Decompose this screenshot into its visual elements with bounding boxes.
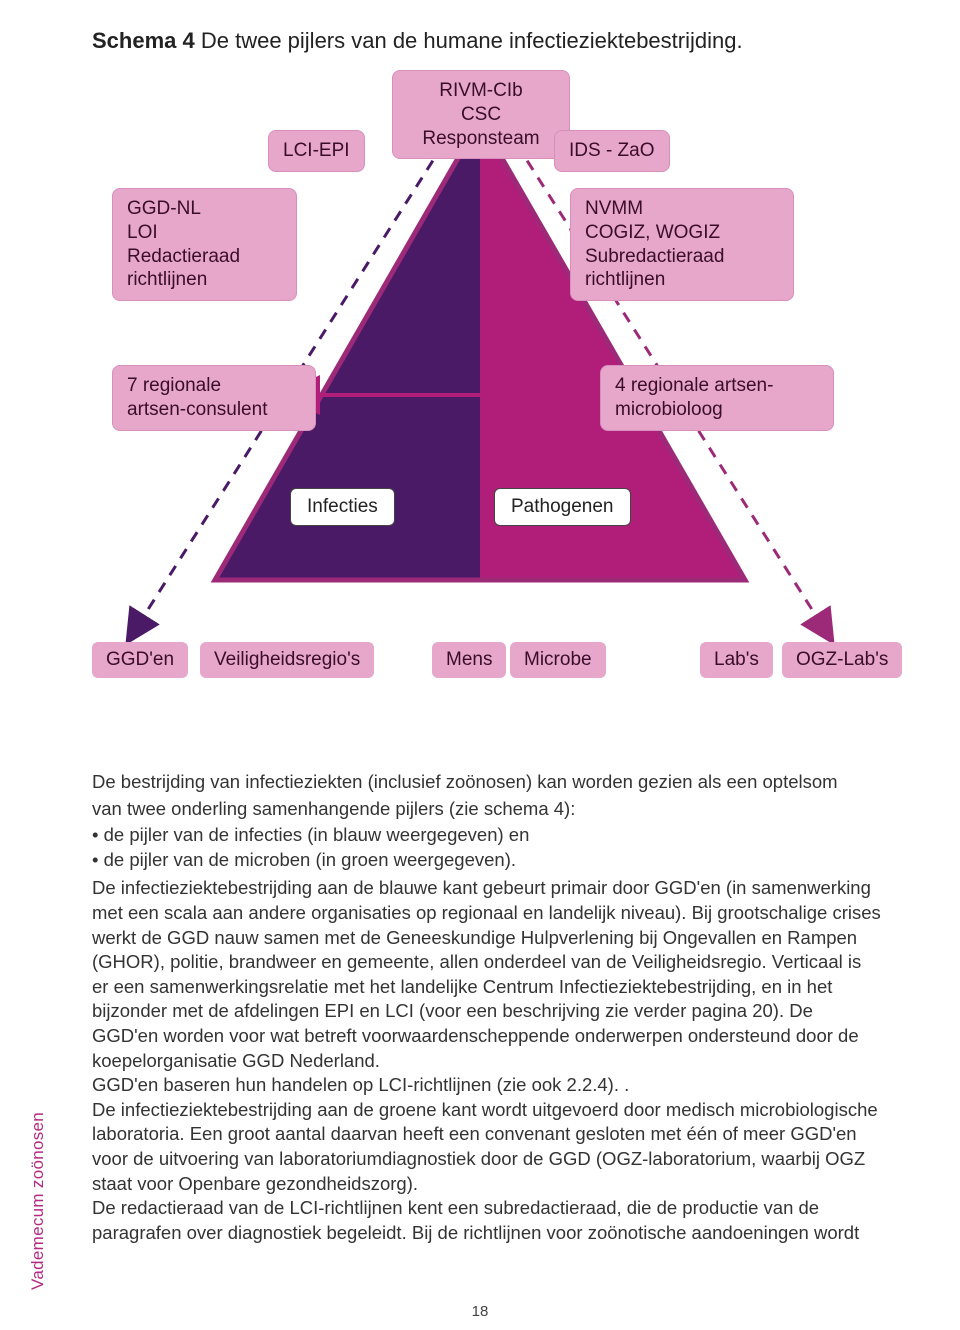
box-ids-zao: IDS - ZaO — [554, 130, 670, 172]
intro-line-2: van twee onderling samenhangende pijlers… — [92, 797, 882, 822]
box-7-regionale: 7 regionale artsen-consulent — [112, 365, 316, 431]
box-nvmm: NVMM COGIZ, WOGIZ Subredactieraad richtl… — [570, 188, 794, 301]
box-pathogenen: Pathogenen — [494, 488, 631, 526]
box-infecties: Infecties — [290, 488, 395, 526]
bullet-2: de pijler van de microben (in groen weer… — [92, 848, 882, 873]
row-microbe: Microbe — [510, 642, 606, 678]
body-text: De bestrijding van infectieziekten (incl… — [92, 770, 882, 1245]
schema-title: Schema 4 De twee pijlers van de humane i… — [92, 28, 743, 54]
row-mens: Mens — [432, 642, 506, 678]
row-labs: Lab's — [700, 642, 773, 678]
page-number: 18 — [0, 1303, 960, 1320]
box-4-regionale: 4 regionale artsen- microbioloog — [600, 365, 834, 431]
schema-subtitle: De twee pijlers van de humane infectiezi… — [195, 28, 743, 53]
bullet-1: de pijler van de infecties (in blauw wee… — [92, 823, 882, 848]
bullet-list: de pijler van de infecties (in blauw wee… — [92, 823, 882, 872]
side-running-title: Vademecum zoönosen — [28, 1112, 48, 1290]
body-para: De infectieziektebestrijding aan de blau… — [92, 876, 882, 1245]
box-lci-epi: LCI-EPI — [268, 130, 365, 172]
diagram: RIVM-CIb CSC Responsteam LCI-EPI IDS - Z… — [0, 70, 960, 720]
intro-line-1: De bestrijding van infectieziekten (incl… — [92, 770, 882, 795]
row-ogz-labs: OGZ-Lab's — [782, 642, 902, 678]
box-rivm: RIVM-CIb CSC Responsteam — [392, 70, 570, 159]
box-ggd-nl: GGD-NL LOI Redactieraad richtlijnen — [112, 188, 297, 301]
row-ggden: GGD'en — [92, 642, 188, 678]
schema-number: Schema 4 — [92, 28, 195, 53]
row-veiligheidsregios: Veiligheidsregio's — [200, 642, 374, 678]
